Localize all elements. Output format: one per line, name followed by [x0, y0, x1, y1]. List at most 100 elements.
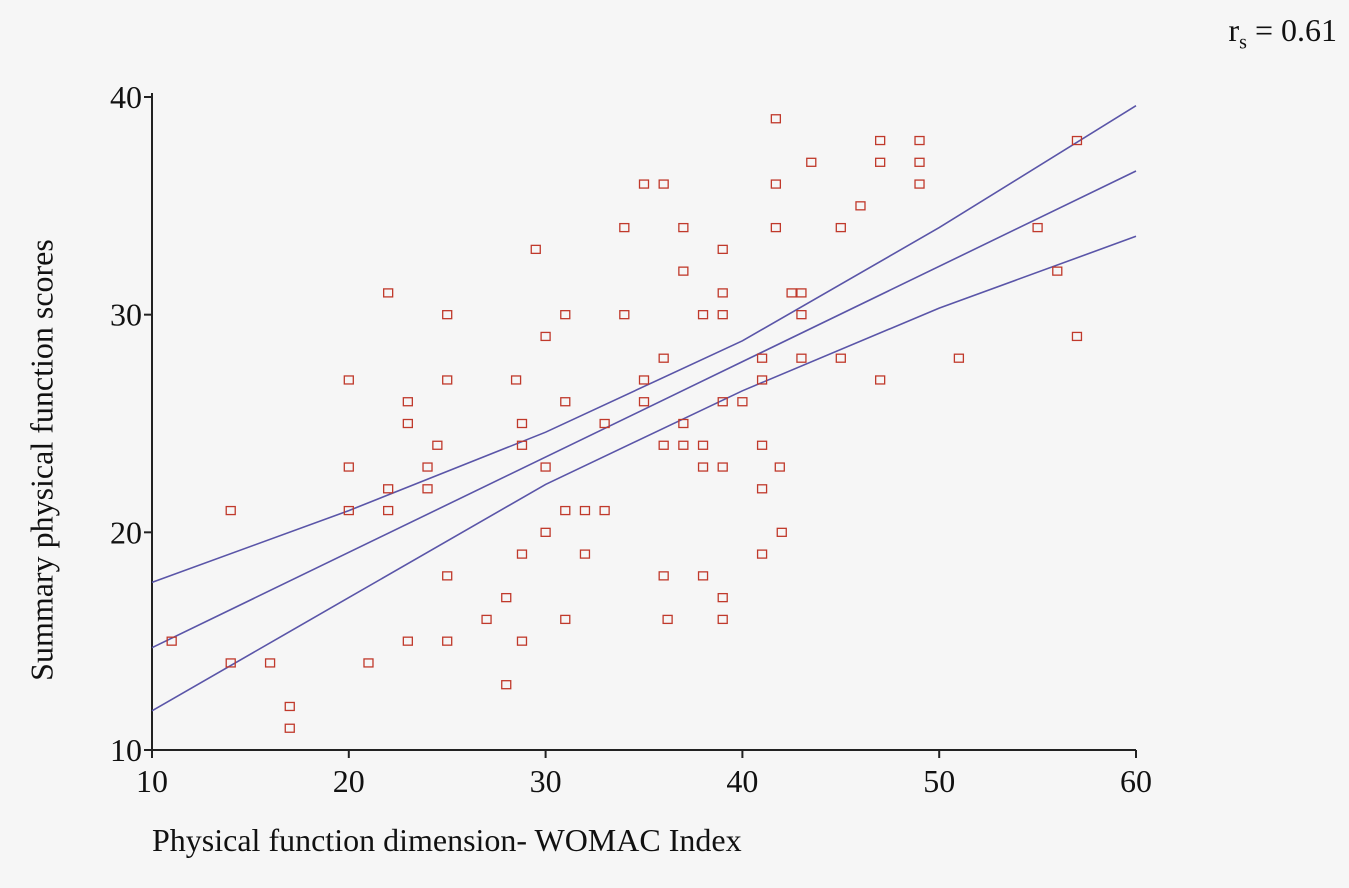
data-point: [796, 310, 807, 320]
data-point: [166, 636, 177, 646]
data-point: [658, 353, 669, 363]
data-point: [560, 397, 571, 407]
data-point: [678, 440, 689, 450]
x-tick-label: 40: [726, 763, 758, 799]
data-point: [560, 505, 571, 516]
data-point: [697, 310, 709, 320]
data-point: [875, 157, 886, 167]
data-point: [264, 658, 276, 668]
data-point: [579, 505, 591, 516]
data-point: [756, 484, 768, 494]
data-point: [717, 244, 728, 255]
data-point: [914, 135, 925, 146]
data-point: [284, 701, 295, 712]
data-point: [599, 418, 610, 429]
data-point: [284, 723, 295, 733]
data-point: [540, 527, 551, 537]
data-point: [501, 592, 512, 603]
regression-line: [151, 170, 1137, 649]
data-point: [697, 571, 709, 581]
data-point: [953, 353, 965, 363]
data-point: [343, 462, 354, 472]
data-point: [363, 658, 374, 668]
data-point: [540, 462, 551, 472]
data-point: [1071, 331, 1083, 342]
stat-r: r: [1228, 12, 1240, 48]
upper-confidence-line: [151, 105, 1137, 584]
data-point: [1071, 135, 1083, 146]
data-point: [855, 201, 866, 211]
data-point: [678, 222, 689, 233]
x-tick-label: 50: [923, 763, 955, 799]
data-point: [530, 244, 541, 255]
data-point: [343, 375, 354, 385]
stat-value: = 0.61: [1246, 12, 1337, 48]
data-point: [875, 135, 886, 146]
data-point: [579, 549, 591, 559]
x-tick-label: 10: [136, 763, 168, 799]
data-point: [619, 222, 630, 233]
data-point: [560, 310, 571, 320]
data-point: [786, 288, 797, 298]
data-point: [383, 484, 394, 494]
data-point: [402, 397, 413, 407]
data-point: [432, 440, 443, 450]
data-point: [442, 571, 453, 581]
y-tick-label: 30: [110, 297, 142, 333]
x-tick-label: 60: [1120, 763, 1152, 799]
data-point: [717, 397, 728, 407]
data-point: [516, 440, 528, 450]
data-point: [442, 375, 453, 385]
data-point: [770, 222, 782, 233]
data-point: [540, 331, 551, 342]
data-point: [678, 266, 689, 276]
data-point: [717, 462, 728, 472]
data-point: [756, 353, 768, 363]
data-point: [560, 614, 571, 625]
data-point: [717, 592, 728, 603]
data-point: [737, 397, 748, 407]
data-point: [756, 440, 768, 450]
data-point: [835, 353, 846, 363]
data-point: [402, 418, 413, 429]
data-point: [678, 418, 689, 429]
data-point: [756, 549, 768, 559]
data-point: [806, 157, 817, 167]
data-point: [756, 375, 768, 385]
y-tick-label: 10: [110, 732, 142, 768]
data-point: [422, 462, 433, 472]
data-point: [697, 462, 709, 472]
data-point: [481, 614, 492, 625]
data-point: [225, 658, 236, 668]
data-point: [638, 397, 650, 407]
correlation-label: rs = 0.61: [1229, 12, 1338, 54]
data-point: [875, 375, 886, 385]
data-point: [914, 157, 925, 167]
y-tick-label: 20: [110, 514, 142, 550]
data-point: [516, 418, 528, 429]
data-point: [402, 636, 413, 646]
data-point: [835, 222, 846, 233]
data-point: [770, 179, 782, 189]
data-point: [717, 614, 728, 625]
y-tick-label: 40: [110, 79, 142, 115]
data-point: [501, 680, 512, 690]
data-point: [914, 179, 925, 189]
data-point: [697, 440, 709, 450]
data-point: [343, 505, 354, 516]
data-point: [422, 484, 433, 494]
lower-confidence-line: [151, 235, 1137, 712]
data-point: [717, 310, 728, 320]
data-point: [717, 288, 728, 298]
x-axis-label: Physical function dimension- WOMAC Index: [152, 822, 742, 858]
data-point: [225, 505, 236, 516]
data-point: [796, 288, 807, 298]
data-point: [516, 549, 528, 559]
data-point: [658, 179, 669, 189]
data-point: [510, 375, 522, 385]
data-point: [516, 636, 528, 646]
data-point: [796, 353, 807, 363]
data-point: [383, 288, 394, 298]
data-point: [662, 614, 673, 625]
